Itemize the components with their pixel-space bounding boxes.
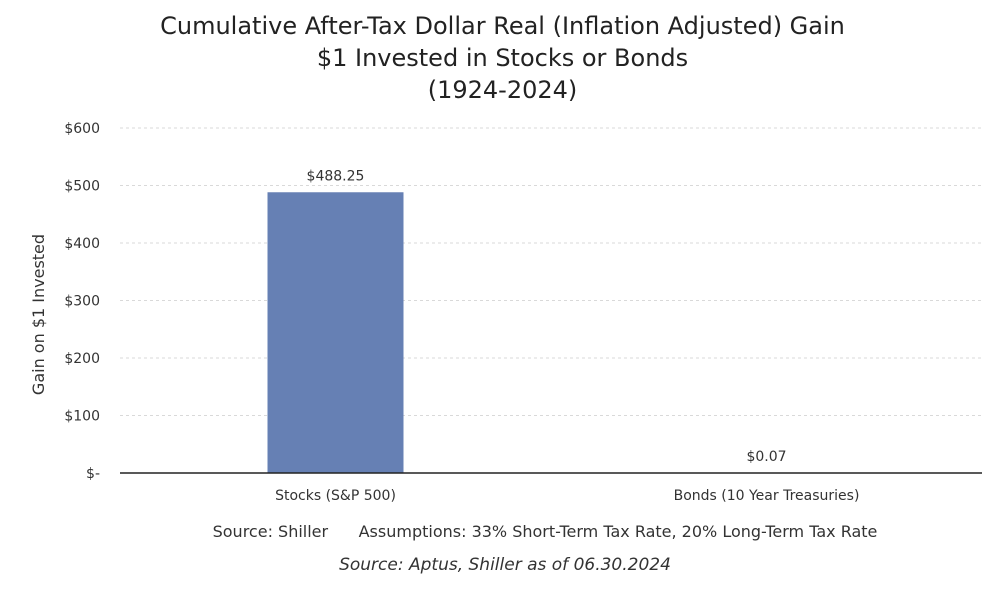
x-axis-ticks: Stocks (S&P 500) Bonds (10 Year Treasurie… <box>275 488 859 504</box>
chart-title-line-2: $1 Invested in Stocks or Bonds <box>316 44 689 72</box>
source-assumptions-note: Source: Shiller Assumptions: 33% Short-T… <box>0 522 998 541</box>
y-tick-label: $600 <box>64 121 100 137</box>
data-label: $0.07 <box>746 449 786 465</box>
y-axis-label: Gain on $1 Invested <box>29 234 48 395</box>
y-tick-label: $300 <box>64 294 100 310</box>
bars <box>267 192 835 473</box>
y-tick-label: $- <box>86 466 100 482</box>
bar <box>267 192 404 473</box>
chart-title-line-1: Cumulative After-Tax Dollar Real (Inflat… <box>160 12 845 40</box>
chart-title-line-3: (1924-2024) <box>427 76 578 104</box>
assumptions-note: Assumptions: 33% Short-Term Tax Rate, 20… <box>358 522 878 541</box>
x-tick-label: Stocks (S&P 500) <box>275 488 396 504</box>
bar-chart: $-$100$200$300$400$500$600 $488.25$0.07 … <box>29 121 982 504</box>
chart-title: Cumulative After-Tax Dollar Real (Inflat… <box>0 10 998 106</box>
y-axis-ticks: $- $100 $200 $300 $400 $500 $600 <box>64 121 100 482</box>
x-tick-label: Bonds (10 Year Treasuries) <box>674 488 860 504</box>
y-tick-label: $400 <box>64 236 100 252</box>
y-tick-label: $100 <box>64 409 100 425</box>
source-note: Source: Shiller <box>212 522 329 541</box>
y-tick-label: $500 <box>64 179 100 195</box>
data-labels: $488.25 $0.07 <box>307 168 787 465</box>
data-label: $488.25 <box>307 168 365 184</box>
gridlines <box>120 127 982 416</box>
source-credit: Source: Aptus, Shiller as of 06.30.2024 <box>339 555 671 575</box>
y-tick-label: $200 <box>64 351 100 367</box>
